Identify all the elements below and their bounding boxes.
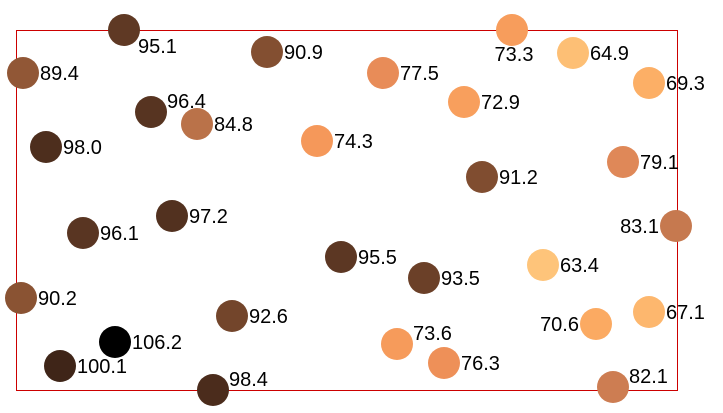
data-point-label: 100.1 — [77, 356, 127, 378]
data-point — [381, 328, 413, 360]
data-point — [181, 108, 213, 140]
data-point — [99, 326, 131, 358]
data-point — [367, 57, 399, 89]
data-point — [496, 14, 528, 46]
data-point-label: 98.4 — [229, 369, 268, 391]
data-point — [607, 146, 639, 178]
data-point-label: 82.1 — [629, 366, 668, 388]
data-point-label: 98.0 — [63, 137, 102, 159]
data-point — [7, 57, 39, 89]
data-point-label: 63.4 — [560, 255, 599, 277]
data-point-label: 90.2 — [38, 288, 77, 310]
data-point-label: 91.2 — [499, 167, 538, 189]
data-point-label: 73.3 — [495, 44, 534, 66]
data-point — [30, 131, 62, 163]
data-point — [597, 371, 629, 403]
data-point — [251, 36, 283, 68]
data-point — [67, 217, 99, 249]
data-point — [633, 67, 665, 99]
data-point-label: 95.5 — [358, 247, 397, 269]
data-point-label: 76.3 — [461, 353, 500, 375]
data-point — [156, 200, 188, 232]
data-point-label: 96.4 — [167, 91, 206, 113]
data-point-label: 70.6 — [540, 314, 579, 336]
data-point — [135, 96, 167, 128]
data-point-label: 69.3 — [666, 73, 705, 95]
data-point-label: 73.6 — [413, 323, 452, 345]
data-point-label: 67.1 — [666, 302, 705, 324]
data-point — [527, 249, 559, 281]
data-point — [660, 210, 692, 242]
data-point-label: 64.9 — [590, 43, 629, 65]
data-point — [108, 14, 140, 46]
data-point — [448, 86, 480, 118]
data-point — [466, 161, 498, 193]
data-point-label: 96.1 — [100, 223, 139, 245]
data-point-label: 84.8 — [214, 114, 253, 136]
data-point — [408, 262, 440, 294]
points-layer — [5, 14, 692, 406]
data-point — [197, 374, 229, 406]
data-point — [301, 125, 333, 157]
data-point-label: 95.1 — [138, 36, 177, 58]
data-point-label: 77.5 — [400, 63, 439, 85]
data-point — [325, 241, 357, 273]
data-point — [44, 350, 76, 382]
data-point — [633, 296, 665, 328]
data-point — [428, 347, 460, 379]
data-point — [580, 308, 612, 340]
data-point — [557, 37, 589, 69]
data-point-label: 92.6 — [249, 306, 288, 328]
data-point-label: 90.9 — [284, 42, 323, 64]
data-point-label: 93.5 — [441, 268, 480, 290]
data-point-label: 89.4 — [40, 63, 79, 85]
data-point-label: 74.3 — [334, 131, 373, 153]
data-point-label: 79.1 — [640, 152, 679, 174]
data-point-label: 106.2 — [132, 332, 182, 354]
data-point-label: 72.9 — [481, 92, 520, 114]
labels-layer: 95.1 89.4 90.9 77.5 73.3 64.9 69.3 96.4 84.8 72.9… — [38, 36, 705, 391]
data-point — [5, 282, 37, 314]
data-point-label: 97.2 — [189, 206, 228, 228]
data-point-label: 83.1 — [620, 216, 659, 238]
data-point — [216, 300, 248, 332]
